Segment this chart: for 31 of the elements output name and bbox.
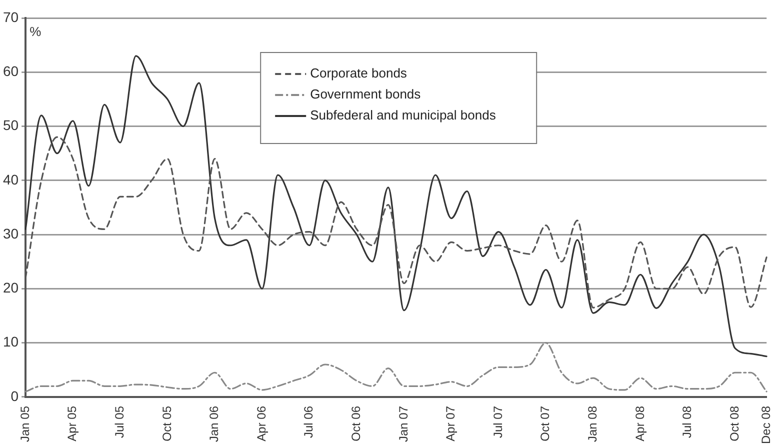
y-tick-label: 50 (2, 117, 19, 134)
x-tick-label: Jul 08 (680, 406, 694, 438)
y-axis-title: % (30, 24, 42, 40)
x-tick-label: Oct 08 (727, 406, 742, 442)
x-tick-label: Jan 07 (396, 406, 410, 442)
line-series (24, 55, 768, 358)
x-tick-label: Jan 06 (207, 406, 222, 442)
x-tick-label: Oct 07 (538, 406, 552, 442)
x-tick-label: Oct 06 (348, 406, 363, 442)
x-tick-label: Apr 07 (444, 406, 458, 442)
y-tick-label: 60 (2, 63, 19, 79)
y-tick-label: 10 (2, 334, 19, 350)
y-tick-label: 20 (2, 280, 19, 296)
x-tick-label: Jan 05 (18, 406, 32, 442)
x-tick-label: Apr 06 (254, 406, 268, 442)
legend-label: Subfederal and municipal bonds (310, 108, 496, 123)
x-tick-label: Oct 05 (160, 406, 174, 442)
legend-label: Corporate bonds (310, 66, 408, 81)
y-tick-label: 0 (10, 388, 19, 404)
x-tick-label: Jul 05 (112, 406, 126, 438)
y-tick-label: 30 (2, 225, 19, 242)
x-tick-label: Apr 05 (65, 406, 80, 442)
y-tick-label: 70 (2, 8, 19, 25)
x-tick-label: Apr 08 (632, 406, 647, 442)
line-series (24, 342, 768, 392)
x-tick-label: Jul 06 (302, 406, 316, 438)
x-tick-label: Jul 07 (490, 406, 505, 438)
x-tick-label: Jan 08 (585, 406, 600, 442)
y-tick-label: 40 (2, 171, 19, 188)
x-tick-label: Dec 08 (758, 406, 773, 444)
legend-label: Government bonds (310, 86, 422, 102)
